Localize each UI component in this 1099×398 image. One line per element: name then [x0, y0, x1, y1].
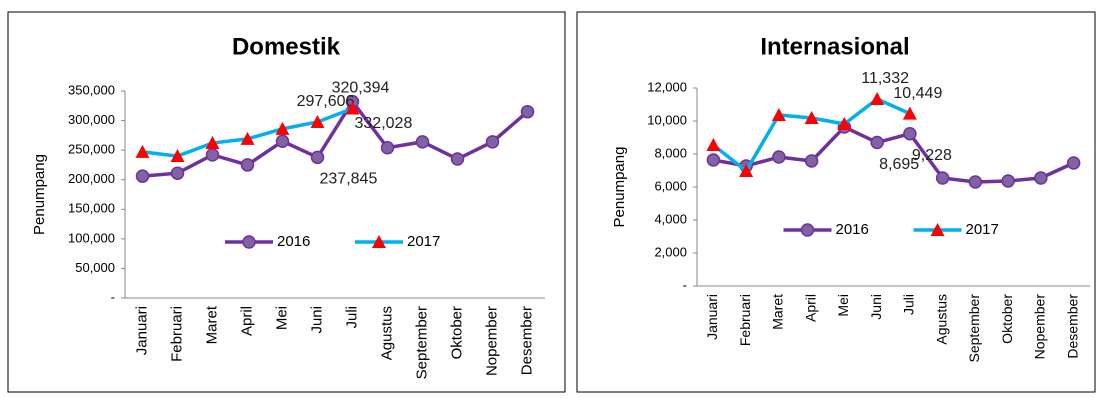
legend-label: 2017 — [407, 233, 440, 250]
x-tick-label: September — [966, 294, 982, 363]
data-label: 237,845 — [320, 171, 378, 188]
x-tick-label: Oktober — [448, 306, 465, 359]
y-tick-label: - — [111, 289, 115, 304]
marker — [706, 153, 721, 167]
x-tick-label: Desember — [1064, 294, 1080, 359]
x-tick-label: Januari — [133, 306, 150, 355]
marker — [1034, 171, 1048, 185]
x-tick-label: September — [413, 306, 430, 379]
y-tick-label: 250,000 — [68, 142, 115, 157]
marker — [240, 158, 255, 172]
y-tick-label: 200,000 — [68, 171, 115, 186]
x-tick-label: Juni — [868, 294, 884, 320]
data-label: 9,228 — [912, 147, 952, 164]
legend-label: 2017 — [966, 221, 999, 238]
x-tick-label: Desember — [518, 306, 535, 375]
marker — [135, 144, 150, 158]
marker — [837, 117, 852, 131]
marker — [903, 126, 917, 141]
marker — [771, 107, 786, 121]
marker — [345, 101, 360, 115]
x-tick-label: Oktober — [999, 294, 1015, 344]
marker — [450, 152, 465, 166]
marker — [739, 163, 754, 177]
marker — [205, 148, 220, 162]
marker — [935, 171, 950, 185]
marker — [902, 106, 917, 120]
y-axis-label: Penumpang — [611, 147, 628, 228]
y-tick-label: 2,000 — [654, 244, 687, 259]
marker — [380, 141, 395, 155]
x-tick-label: Nopember — [1032, 294, 1048, 360]
marker — [135, 169, 150, 183]
x-tick-label: Maret — [770, 294, 786, 330]
marker — [372, 235, 386, 248]
legend-label: 2016 — [836, 221, 869, 238]
marker — [310, 114, 325, 128]
x-tick-label: Mei — [273, 306, 290, 330]
marker — [520, 104, 535, 119]
y-tick-label: 8,000 — [654, 145, 687, 160]
marker — [205, 136, 220, 150]
x-tick-label: Agustus — [933, 294, 949, 345]
y-axis-label: Penumpang — [31, 154, 48, 235]
marker — [706, 138, 721, 152]
marker — [1001, 174, 1015, 188]
x-tick-label: Februari — [737, 294, 753, 346]
y-tick-label: 350,000 — [68, 82, 115, 97]
data-label: 332,028 — [355, 115, 413, 132]
y-tick-label: 300,000 — [68, 112, 115, 127]
y-tick-label: 6,000 — [654, 178, 687, 193]
x-tick-label: Juli — [343, 306, 360, 329]
marker — [968, 175, 983, 189]
marker — [772, 150, 786, 164]
chart-title: Internasional — [760, 33, 909, 60]
marker — [870, 92, 885, 106]
marker — [170, 166, 185, 180]
data-label: 11,332 — [861, 70, 909, 87]
series-line — [142, 98, 529, 178]
x-tick-label: April — [238, 306, 255, 336]
marker — [240, 131, 255, 145]
legend-label: 2016 — [277, 233, 310, 250]
y-tick-label: 150,000 — [68, 201, 115, 216]
chart-title: Domestik — [232, 33, 341, 60]
marker — [800, 223, 815, 237]
marker — [485, 135, 500, 149]
marker — [310, 150, 325, 165]
x-tick-label: Januari — [704, 294, 720, 340]
y-tick-label: - — [683, 277, 687, 292]
marker — [275, 121, 290, 135]
x-tick-label: Maret — [203, 305, 220, 344]
data-label: 320,394 — [332, 80, 390, 97]
data-label: 8,695 — [879, 156, 919, 173]
y-tick-label: 12,000 — [647, 79, 687, 94]
marker — [804, 154, 819, 168]
x-tick-label: Mei — [835, 294, 851, 317]
marker — [242, 235, 256, 249]
data-label: 297,606 — [297, 93, 355, 110]
y-tick-label: 50,000 — [75, 260, 115, 275]
y-tick-label: 4,000 — [654, 211, 687, 226]
marker — [930, 223, 945, 236]
marker — [415, 135, 430, 149]
marker — [170, 149, 185, 163]
panel-border — [7, 11, 566, 393]
x-tick-label: Februari — [168, 306, 185, 362]
marker — [1066, 156, 1081, 170]
x-tick-label: Juli — [901, 294, 917, 315]
marker — [275, 134, 290, 149]
x-tick-label: Nopember — [483, 306, 500, 376]
x-tick-label: Agustus — [378, 306, 395, 360]
y-tick-label: 100,000 — [68, 230, 115, 245]
marker — [870, 135, 884, 150]
x-tick-label: Juni — [308, 306, 325, 334]
data-label: 10,449 — [893, 85, 942, 102]
y-tick-label: 10,000 — [647, 112, 687, 127]
x-tick-label: April — [802, 294, 818, 322]
panel-border — [576, 11, 1096, 393]
marker — [804, 110, 819, 124]
